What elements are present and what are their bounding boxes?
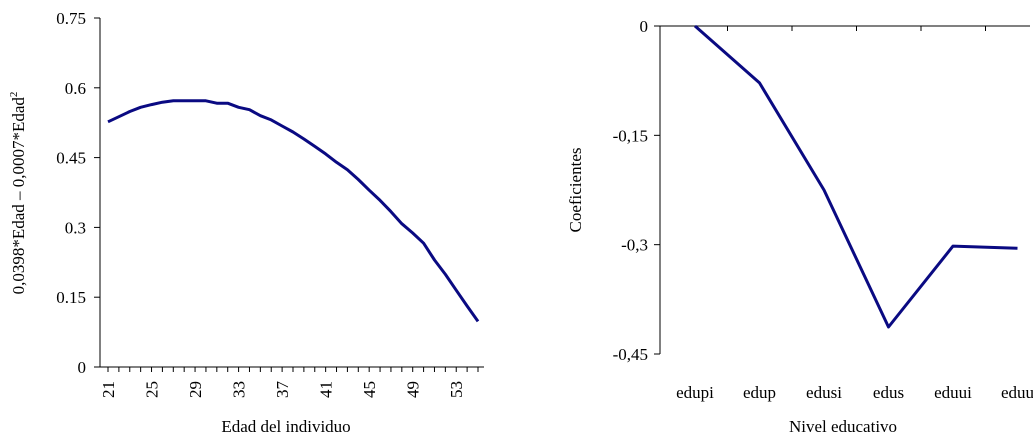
edu-y-tick-label: -0,3 — [621, 236, 648, 255]
age-x-ticks: 21 25 29 33 37 41 45 49 53 — [99, 367, 479, 399]
edu-x-axis-label: Nivel educativo — [789, 417, 897, 436]
edu-x-tick-label: edup — [743, 383, 776, 402]
edu-x-tick-label: eduui — [934, 383, 972, 402]
age-x-tick-label: 41 — [317, 381, 336, 398]
age-x-tick-label: 25 — [143, 381, 162, 398]
age-x-tick-label: 21 — [99, 381, 118, 398]
age-y-tick-label: 0.45 — [56, 149, 86, 168]
education-chart: -0,45-0,3-0,150 edupi edup edusi edus eduui e… — [566, 17, 1033, 436]
edu-x-tick-label: eduu — [1001, 383, 1033, 402]
age-y-tick-label: 0.15 — [56, 288, 86, 307]
age-y-tick-label: 0.75 — [56, 9, 86, 28]
age-x-tick-label: 53 — [447, 381, 466, 398]
age-x-tick-label: 33 — [230, 381, 249, 398]
age-y-axis-label: 0,0398*Edad – 0,0007*Edad2 — [8, 92, 28, 295]
age-x-tick-label: 45 — [360, 381, 379, 398]
edu-y-tick-label: -0,15 — [613, 126, 648, 145]
edu-x-tick-label: edusi — [806, 383, 842, 402]
age-curve-line — [107, 99, 480, 323]
age-x-tick-label: 37 — [273, 381, 292, 399]
age-y-tick-label: 0.6 — [65, 79, 86, 98]
edu-y-ticks: -0,45 -0,3 -0,15 0 — [613, 17, 660, 364]
age-chart: 0 0.15 0.3 0.45 0.6 0.75 21 25 29 33 37 41 45 49 53 E… — [8, 9, 484, 436]
edu-y-tick-label: -0,45 — [613, 345, 648, 364]
edu-coefficient-line — [694, 24, 1018, 329]
age-x-axis-label: Edad del individuo — [221, 417, 350, 436]
age-y-ticks: 0 0.15 0.3 0.45 0.6 0.75 — [56, 9, 100, 377]
age-y-tick-label: 0.3 — [65, 218, 86, 237]
edu-y-axis-label: Coeficientes — [566, 148, 585, 233]
age-x-tick-label: 29 — [186, 381, 205, 398]
edu-x-tick-label: edus — [873, 383, 904, 402]
age-y-tick-label: 0 — [78, 358, 87, 377]
edu-x-ticks: edupi edup edusi edus eduui eduu — [676, 26, 1033, 402]
edu-y-tick-label: 0 — [640, 17, 649, 36]
edu-x-tick-label: edupi — [676, 383, 714, 402]
age-x-tick-label: 49 — [404, 381, 423, 398]
